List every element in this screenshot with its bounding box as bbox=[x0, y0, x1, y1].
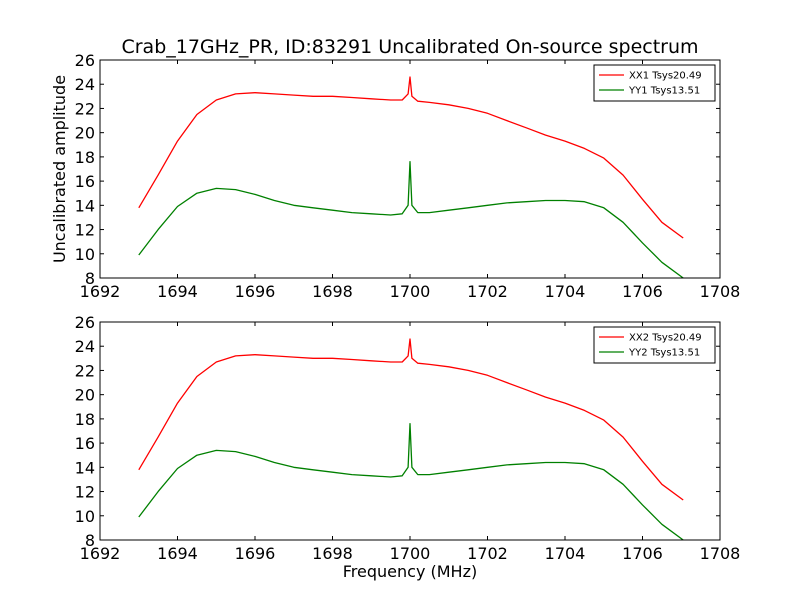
y-tick-label: 8 bbox=[85, 269, 95, 288]
y-tick-label: 10 bbox=[75, 507, 95, 526]
legend: XX1 Tsys20.49 YY1 Tsys13.51 bbox=[593, 64, 716, 102]
series-line-1 bbox=[138, 338, 684, 501]
y-tick-label: 22 bbox=[75, 99, 95, 118]
y-tick-label: 8 bbox=[85, 531, 95, 550]
x-tick-label: 1702 bbox=[467, 282, 508, 301]
x-axis-label: Frequency (MHz) bbox=[343, 562, 477, 581]
x-tick-label: 1692 bbox=[80, 282, 121, 301]
series-line-2 bbox=[138, 423, 684, 540]
x-tick-label: 1694 bbox=[157, 544, 198, 563]
x-tick-label: 1694 bbox=[157, 282, 198, 301]
legend-entry-label: XX2 Tsys20.49 bbox=[629, 333, 702, 344]
y-tick-label: 24 bbox=[75, 75, 95, 94]
y-tick-label: 16 bbox=[75, 434, 95, 453]
y-tick-label: 12 bbox=[75, 221, 95, 240]
series-line-1 bbox=[138, 76, 684, 239]
y-tick-label: 12 bbox=[75, 483, 95, 502]
y-tick-label: 20 bbox=[75, 386, 95, 405]
x-tick-label: 1692 bbox=[80, 544, 121, 563]
x-tick-label: 1706 bbox=[622, 544, 663, 563]
y-tick-label: 16 bbox=[75, 172, 95, 191]
legend-entry-label: YY1 Tsys13.51 bbox=[628, 86, 700, 97]
x-tick-label: 1700 bbox=[390, 544, 431, 563]
series-line-2 bbox=[138, 161, 684, 278]
x-tick-label: 1706 bbox=[622, 282, 663, 301]
x-tick-label: 1698 bbox=[312, 544, 353, 563]
y-tick-label: 20 bbox=[75, 124, 95, 143]
y-tick-label: 22 bbox=[75, 361, 95, 380]
x-tick-label: 1704 bbox=[545, 544, 586, 563]
x-tick-label: 1696 bbox=[235, 282, 276, 301]
plot-panel-2: 1692 1694 1696 1698 1700 1702 1704 1706 1708 8 10 1… bbox=[75, 313, 741, 581]
y-tick-label: 24 bbox=[75, 337, 95, 356]
y-tick-label: 26 bbox=[75, 313, 95, 332]
figure-title: Crab_17GHz_PR, ID:83291 Uncalibrated On-… bbox=[121, 36, 698, 58]
x-tick-label: 1702 bbox=[467, 544, 508, 563]
legend-box bbox=[593, 64, 716, 102]
y-axis-label: Uncalibrated amplitude bbox=[50, 75, 69, 263]
plot-panel-1: 1692 1694 1696 1698 1700 1702 1704 1706 1708 8 10 1… bbox=[50, 51, 740, 301]
y-tick-label: 14 bbox=[75, 196, 95, 215]
legend-box bbox=[593, 326, 716, 364]
x-tick-label: 1708 bbox=[700, 282, 741, 301]
legend-entry-label: YY2 Tsys13.51 bbox=[628, 348, 700, 359]
x-tick-label: 1708 bbox=[700, 544, 741, 563]
y-tick-label: 14 bbox=[75, 458, 95, 477]
y-tick-label: 18 bbox=[75, 410, 95, 429]
legend: XX2 Tsys20.49 YY2 Tsys13.51 bbox=[593, 326, 716, 364]
y-tick-label: 10 bbox=[75, 245, 95, 264]
legend-entry-label: XX1 Tsys20.49 bbox=[629, 71, 702, 82]
x-tick-label: 1696 bbox=[235, 544, 276, 563]
y-tick-label: 26 bbox=[75, 51, 95, 70]
x-tick-label: 1698 bbox=[312, 282, 353, 301]
x-tick-label: 1700 bbox=[390, 282, 431, 301]
y-tick-label: 18 bbox=[75, 148, 95, 167]
x-tick-label: 1704 bbox=[545, 282, 586, 301]
